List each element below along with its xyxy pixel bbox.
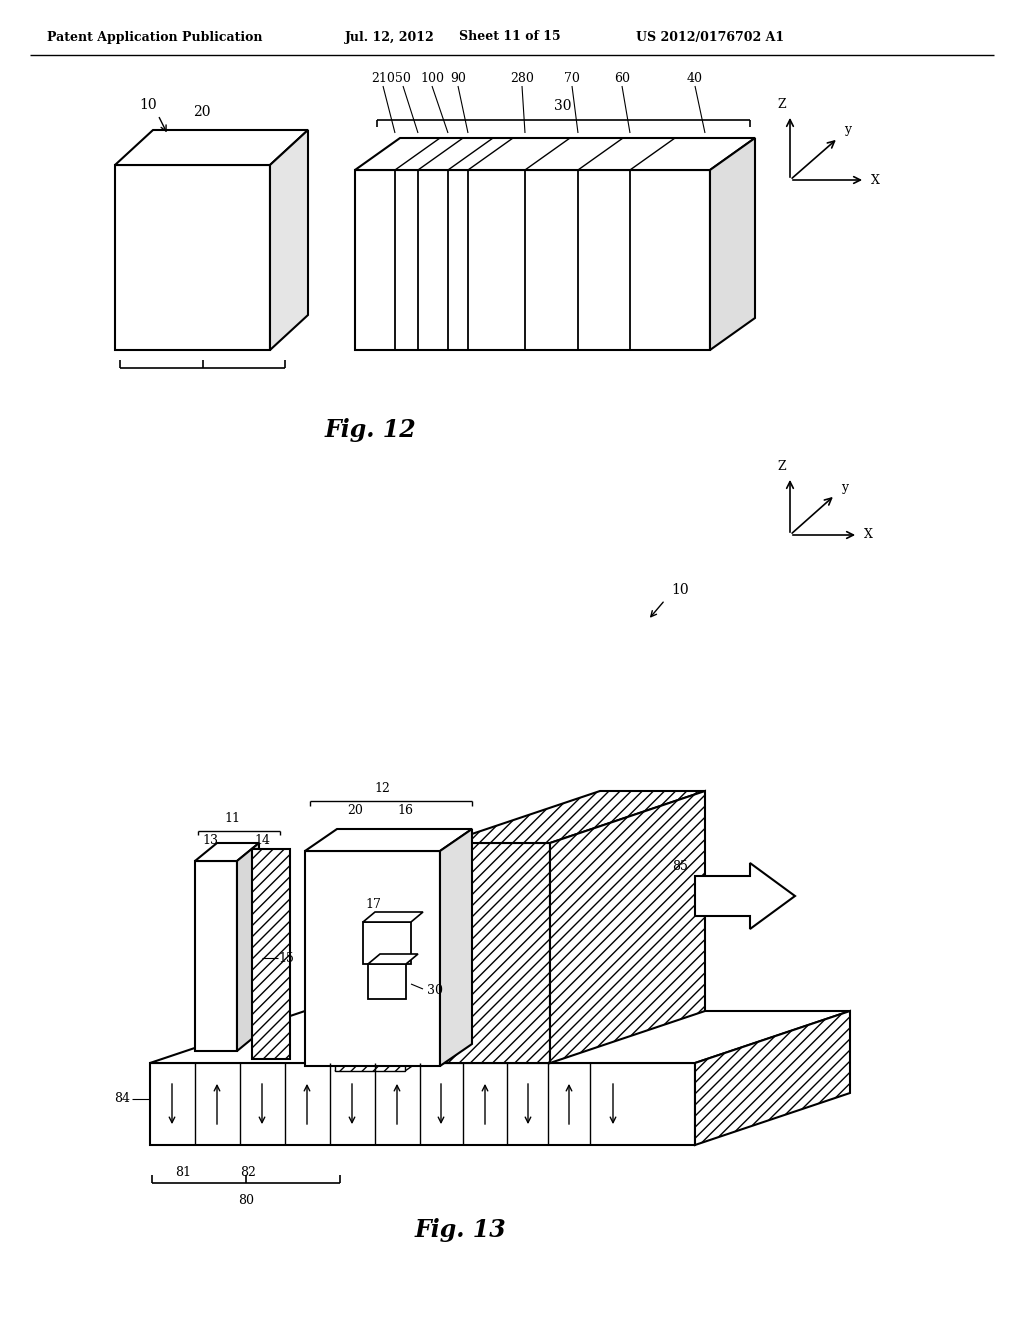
Polygon shape [195,843,259,861]
Text: 70: 70 [564,71,580,84]
Text: Sheet 11 of 15: Sheet 11 of 15 [459,30,561,44]
Text: 80: 80 [238,1193,254,1206]
Text: 40: 40 [687,71,703,84]
Text: Fig. 13: Fig. 13 [414,1218,506,1242]
Text: 60: 60 [614,71,630,84]
Text: y: y [842,480,849,494]
Polygon shape [252,849,290,1059]
Polygon shape [355,139,755,170]
Text: 90: 90 [451,71,466,84]
Polygon shape [335,832,406,1071]
Text: 210: 210 [371,71,395,84]
Text: Patent Application Publication: Patent Application Publication [47,30,263,44]
Text: 82: 82 [240,1166,256,1179]
Text: 11: 11 [224,813,240,825]
Text: X: X [863,528,872,541]
Polygon shape [695,863,795,929]
Text: Fig. 12: Fig. 12 [325,418,416,442]
Bar [368,964,406,999]
Polygon shape [335,1049,437,1071]
Text: 100: 100 [420,71,444,84]
Text: 20: 20 [194,106,211,119]
Polygon shape [305,829,472,851]
Text: 30: 30 [554,99,571,114]
Text: 13: 13 [202,834,218,847]
Polygon shape [150,1011,850,1063]
Polygon shape [368,954,418,964]
Polygon shape [445,843,550,1063]
Polygon shape [445,791,705,843]
Text: 30: 30 [427,985,443,998]
Polygon shape [115,129,308,165]
Bar [362,921,411,964]
Text: Z: Z [777,98,786,111]
Bar [305,851,440,1067]
Text: 10: 10 [671,583,689,597]
Text: 12: 12 [374,783,390,796]
Polygon shape [550,791,705,1063]
Polygon shape [710,139,755,350]
Text: 14: 14 [254,834,270,847]
Text: 20: 20 [347,804,362,817]
Text: Jul. 12, 2012: Jul. 12, 2012 [345,30,435,44]
Text: y: y [845,124,852,136]
Text: X: X [870,173,880,186]
Text: Z: Z [777,461,786,474]
Text: 17: 17 [366,898,381,911]
Polygon shape [237,843,259,1051]
Text: 15: 15 [279,952,294,965]
Bar [150,1063,695,1144]
Bar [195,861,237,1051]
Text: 81: 81 [175,1166,191,1179]
Polygon shape [695,1011,850,1144]
Bar [115,165,270,350]
Text: US 2012/0176702 A1: US 2012/0176702 A1 [636,30,784,44]
Text: 10: 10 [139,98,157,112]
Text: 85: 85 [672,859,688,873]
Bar [355,170,710,350]
Polygon shape [440,829,472,1067]
Text: 50: 50 [395,71,411,84]
Polygon shape [362,912,423,921]
Text: 84: 84 [114,1093,130,1106]
Text: 16: 16 [397,804,413,817]
Text: 280: 280 [510,71,534,84]
Polygon shape [270,129,308,350]
